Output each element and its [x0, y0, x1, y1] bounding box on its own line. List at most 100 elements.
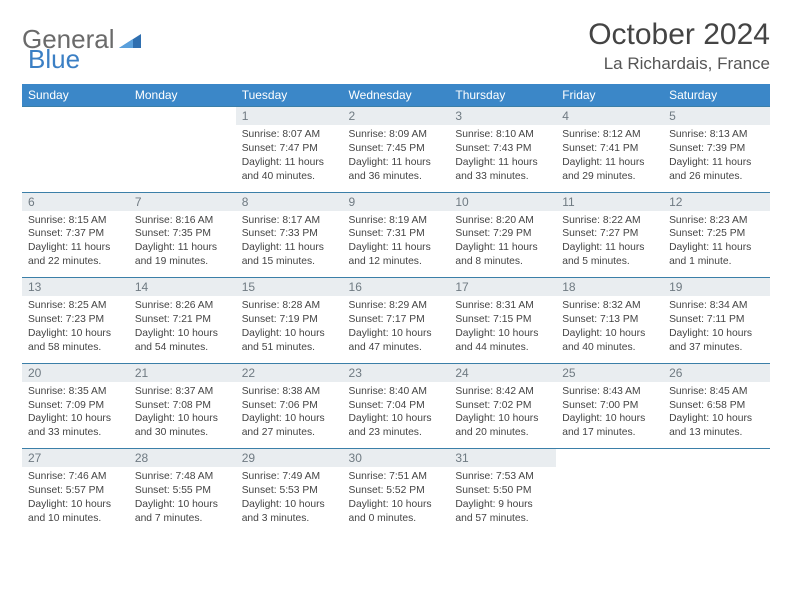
- daylight-line: Daylight: 10 hours and 27 minutes.: [242, 413, 325, 438]
- day-info: Sunrise: 7:48 AMSunset: 5:55 PMDaylight:…: [129, 467, 236, 534]
- sunrise-line: Sunrise: 8:28 AM: [242, 300, 320, 311]
- sunset-line: Sunset: 7:13 PM: [562, 314, 638, 325]
- day-info: Sunrise: 8:07 AMSunset: 7:47 PMDaylight:…: [236, 125, 343, 192]
- day-number: 8: [236, 192, 343, 211]
- day-info: Sunrise: 8:09 AMSunset: 7:45 PMDaylight:…: [343, 125, 450, 192]
- week-daynum-row: 6789101112: [22, 192, 770, 211]
- daylight-line: Daylight: 10 hours and 7 minutes.: [135, 499, 218, 524]
- day-number: 21: [129, 363, 236, 382]
- week-info-row: Sunrise: 8:35 AMSunset: 7:09 PMDaylight:…: [22, 382, 770, 449]
- daylight-line: Daylight: 10 hours and 0 minutes.: [349, 499, 432, 524]
- sunset-line: Sunset: 7:33 PM: [242, 228, 318, 239]
- sunset-line: Sunset: 7:21 PM: [135, 314, 211, 325]
- week-daynum-row: 12345: [22, 107, 770, 126]
- sunrise-line: Sunrise: 8:42 AM: [455, 386, 533, 397]
- sunrise-line: Sunrise: 8:40 AM: [349, 386, 427, 397]
- location: La Richardais, France: [588, 54, 770, 74]
- day-number: [22, 107, 129, 126]
- sunset-line: Sunset: 7:37 PM: [28, 228, 104, 239]
- day-info: Sunrise: 8:37 AMSunset: 7:08 PMDaylight:…: [129, 382, 236, 449]
- dow-header: Friday: [556, 84, 663, 107]
- day-number: 16: [343, 278, 450, 297]
- day-info: Sunrise: 8:20 AMSunset: 7:29 PMDaylight:…: [449, 211, 556, 278]
- daylight-line: Daylight: 10 hours and 37 minutes.: [669, 328, 752, 353]
- day-number: 28: [129, 449, 236, 468]
- day-info: Sunrise: 8:23 AMSunset: 7:25 PMDaylight:…: [663, 211, 770, 278]
- day-number: 27: [22, 449, 129, 468]
- sunset-line: Sunset: 7:25 PM: [669, 228, 745, 239]
- dow-header: Monday: [129, 84, 236, 107]
- logo-triangle-icon: [119, 24, 141, 55]
- sunset-line: Sunset: 7:27 PM: [562, 228, 638, 239]
- sunrise-line: Sunrise: 8:22 AM: [562, 215, 640, 226]
- sunset-line: Sunset: 7:19 PM: [242, 314, 318, 325]
- sunrise-line: Sunrise: 8:37 AM: [135, 386, 213, 397]
- day-number: 29: [236, 449, 343, 468]
- daylight-line: Daylight: 11 hours and 29 minutes.: [562, 157, 644, 182]
- daylight-line: Daylight: 10 hours and 20 minutes.: [455, 413, 538, 438]
- dow-header: Thursday: [449, 84, 556, 107]
- sunrise-line: Sunrise: 8:23 AM: [669, 215, 747, 226]
- sunrise-line: Sunrise: 7:46 AM: [28, 471, 106, 482]
- day-number: 20: [22, 363, 129, 382]
- header: General October 2024 La Richardais, Fran…: [22, 18, 770, 74]
- daylight-line: Daylight: 10 hours and 23 minutes.: [349, 413, 432, 438]
- day-number: 26: [663, 363, 770, 382]
- day-number: 5: [663, 107, 770, 126]
- sunset-line: Sunset: 5:57 PM: [28, 485, 104, 496]
- dow-header: Saturday: [663, 84, 770, 107]
- brand-part2: Blue: [28, 44, 80, 75]
- day-info: Sunrise: 8:15 AMSunset: 7:37 PMDaylight:…: [22, 211, 129, 278]
- sunrise-line: Sunrise: 8:31 AM: [455, 300, 533, 311]
- sunrise-line: Sunrise: 7:53 AM: [455, 471, 533, 482]
- week-daynum-row: 13141516171819: [22, 278, 770, 297]
- sunrise-line: Sunrise: 7:49 AM: [242, 471, 320, 482]
- daylight-line: Daylight: 11 hours and 36 minutes.: [349, 157, 431, 182]
- day-number: 30: [343, 449, 450, 468]
- day-info: Sunrise: 8:34 AMSunset: 7:11 PMDaylight:…: [663, 296, 770, 363]
- day-info: Sunrise: 8:16 AMSunset: 7:35 PMDaylight:…: [129, 211, 236, 278]
- day-info: Sunrise: 8:10 AMSunset: 7:43 PMDaylight:…: [449, 125, 556, 192]
- sunrise-line: Sunrise: 8:29 AM: [349, 300, 427, 311]
- daylight-line: Daylight: 10 hours and 54 minutes.: [135, 328, 218, 353]
- daylight-line: Daylight: 10 hours and 30 minutes.: [135, 413, 218, 438]
- sunrise-line: Sunrise: 8:43 AM: [562, 386, 640, 397]
- daylight-line: Daylight: 11 hours and 15 minutes.: [242, 242, 324, 267]
- week-info-row: Sunrise: 8:07 AMSunset: 7:47 PMDaylight:…: [22, 125, 770, 192]
- day-info: Sunrise: 8:13 AMSunset: 7:39 PMDaylight:…: [663, 125, 770, 192]
- week-info-row: Sunrise: 7:46 AM Sunset: 5:57 PM Daylight:…: [22, 467, 770, 534]
- day-number: 12: [663, 192, 770, 211]
- day-number: 6: [22, 192, 129, 211]
- day-info: Sunrise: 8:45 AMSunset: 6:58 PMDaylight:…: [663, 382, 770, 449]
- month-year: October 2024: [588, 18, 770, 52]
- sunrise-line: Sunrise: 8:20 AM: [455, 215, 533, 226]
- sunset-line: Sunset: 7:35 PM: [135, 228, 211, 239]
- sunrise-line: Sunrise: 8:35 AM: [28, 386, 106, 397]
- week-info-row: Sunrise: 8:15 AMSunset: 7:37 PMDaylight:…: [22, 211, 770, 278]
- sunrise-line: Sunrise: 8:32 AM: [562, 300, 640, 311]
- calendar-page: General October 2024 La Richardais, Fran…: [0, 0, 792, 552]
- daylight-line: Daylight: 11 hours and 40 minutes.: [242, 157, 324, 182]
- sunset-line: Sunset: 7:39 PM: [669, 143, 745, 154]
- week-daynum-row: 2728293031: [22, 449, 770, 468]
- day-info: Sunrise: 8:25 AMSunset: 7:23 PMDaylight:…: [22, 296, 129, 363]
- day-number: 18: [556, 278, 663, 297]
- day-number: [129, 107, 236, 126]
- daylight-line: Daylight: 10 hours and 33 minutes.: [28, 413, 111, 438]
- sunset-line: Sunset: 5:52 PM: [349, 485, 425, 496]
- day-of-week-row: SundayMondayTuesdayWednesdayThursdayFrid…: [22, 84, 770, 107]
- sunset-line: Sunset: 5:50 PM: [455, 485, 531, 496]
- daylight-line: Daylight: 10 hours and 40 minutes.: [562, 328, 645, 353]
- daylight-line: Daylight: 10 hours and 13 minutes.: [669, 413, 752, 438]
- day-info: [129, 125, 236, 192]
- dow-header: Wednesday: [343, 84, 450, 107]
- sunset-line: Sunset: 7:43 PM: [455, 143, 531, 154]
- day-number: 14: [129, 278, 236, 297]
- day-number: [663, 449, 770, 468]
- daylight-line: Daylight: 10 hours and 44 minutes.: [455, 328, 538, 353]
- sunset-line: Sunset: 7:17 PM: [349, 314, 425, 325]
- daylight-line: Daylight: 10 hours and 47 minutes.: [349, 328, 432, 353]
- day-info: Sunrise: 7:49 AMSunset: 5:53 PMDaylight:…: [236, 467, 343, 534]
- day-info: Sunrise: 8:28 AMSunset: 7:19 PMDaylight:…: [236, 296, 343, 363]
- daylight-line: Daylight: 11 hours and 26 minutes.: [669, 157, 751, 182]
